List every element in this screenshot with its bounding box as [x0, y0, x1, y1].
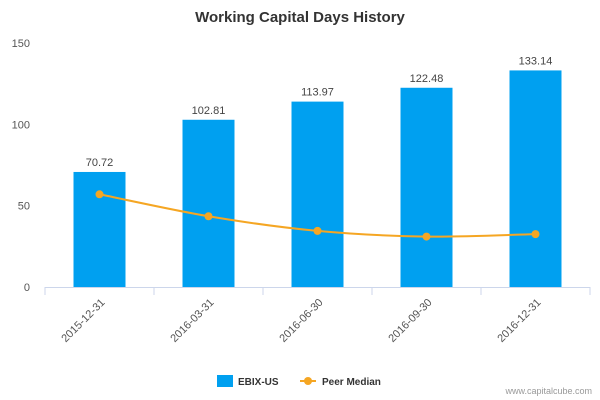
- peer-median-point: [95, 190, 104, 199]
- bar: [73, 171, 126, 287]
- y-tick-label: 50: [18, 201, 30, 213]
- bar: [182, 119, 235, 288]
- peer-median-point: [313, 226, 322, 235]
- bar-data-label: 122.48: [410, 73, 444, 85]
- bar-data-label: 113.97: [301, 87, 334, 99]
- chart-title: Working Capital Days History: [195, 9, 405, 26]
- x-tick-label: 2016-12-31: [495, 297, 543, 345]
- y-axis: 0 50 100 150: [12, 38, 30, 294]
- peer-median-series: [95, 190, 540, 241]
- legend-label-peer: Peer Median: [322, 377, 381, 388]
- x-tick-label: 2016-06-30: [277, 297, 325, 345]
- credit-text: www.capitalcube.com: [504, 386, 592, 396]
- peer-median-point: [422, 232, 431, 241]
- x-axis-ticks: [44, 287, 591, 295]
- bar-data-label: 70.72: [86, 157, 114, 169]
- y-tick-label: 100: [12, 119, 30, 131]
- legend-label-ebix: EBIX-US: [238, 377, 279, 388]
- bar: [400, 87, 453, 287]
- legend-swatch-peer-dot: [304, 377, 312, 385]
- x-tick-label: 2016-09-30: [386, 297, 434, 345]
- peer-median-point: [204, 212, 213, 221]
- y-tick-label: 150: [12, 38, 30, 50]
- legend: EBIX-US Peer Median: [217, 375, 381, 388]
- bar-data-label: 133.14: [519, 55, 553, 67]
- bar-series: [73, 70, 562, 288]
- x-axis: 2015-12-31 2016-03-31 2016-06-30 2016-09-30…: [59, 297, 543, 345]
- bar-data-label: 102.81: [192, 105, 226, 117]
- x-tick-label: 2015-12-31: [59, 297, 107, 345]
- peer-median-point: [531, 230, 540, 239]
- legend-swatch-ebix: [217, 375, 233, 387]
- x-tick-label: 2016-03-31: [168, 297, 216, 345]
- bar: [509, 70, 562, 287]
- bar: [291, 101, 344, 288]
- y-tick-label: 0: [24, 282, 30, 294]
- data-labels: 70.72 102.81 113.97 122.48 133.14: [86, 55, 553, 169]
